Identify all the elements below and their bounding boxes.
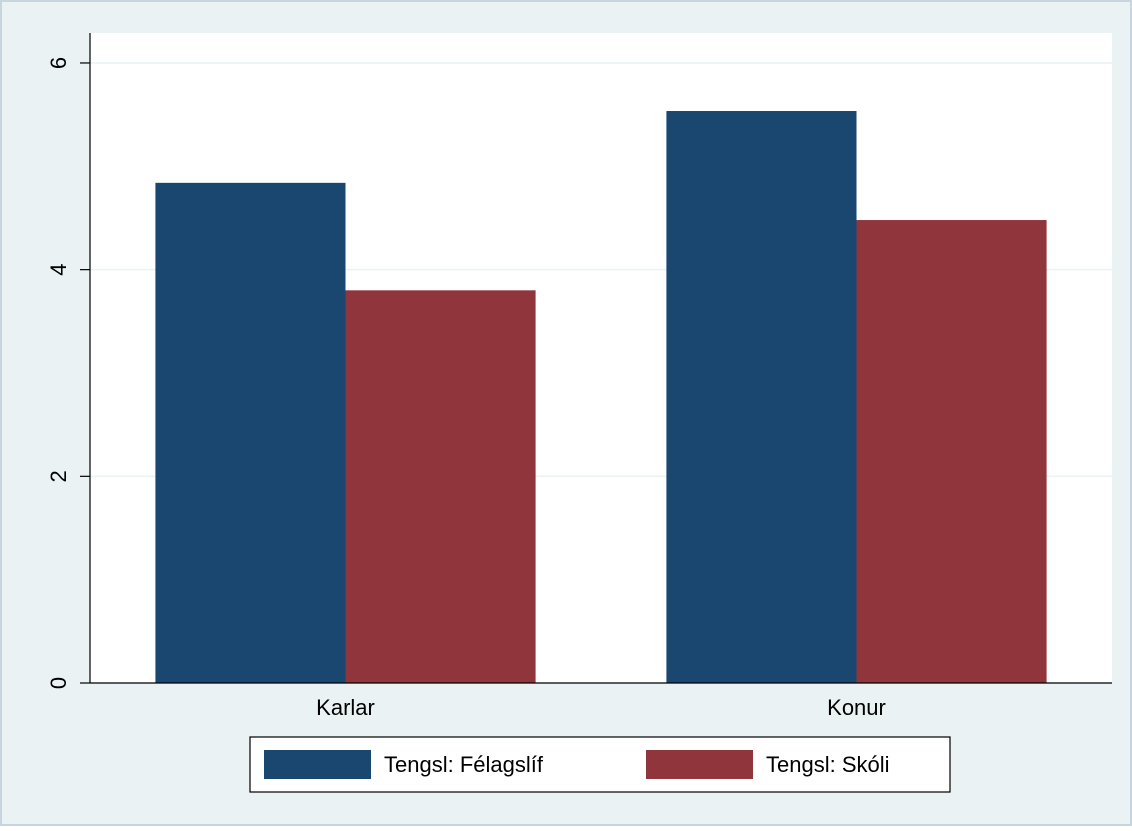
legend-swatch bbox=[646, 750, 753, 779]
x-tick-label: Konur bbox=[827, 695, 886, 720]
y-tick-label: 2 bbox=[46, 470, 71, 482]
y-tick-label: 6 bbox=[46, 57, 71, 69]
bar bbox=[345, 290, 536, 683]
legend-swatch bbox=[264, 750, 371, 779]
bar bbox=[666, 111, 857, 683]
y-tick-label: 0 bbox=[46, 677, 71, 689]
x-tick-label: Karlar bbox=[316, 695, 375, 720]
legend-label: Tengsl: Félagslíf bbox=[384, 752, 544, 777]
bar bbox=[155, 182, 346, 684]
bar bbox=[856, 220, 1047, 684]
legend-label: Tengsl: Skóli bbox=[766, 752, 890, 777]
y-tick-label: 4 bbox=[46, 264, 71, 276]
